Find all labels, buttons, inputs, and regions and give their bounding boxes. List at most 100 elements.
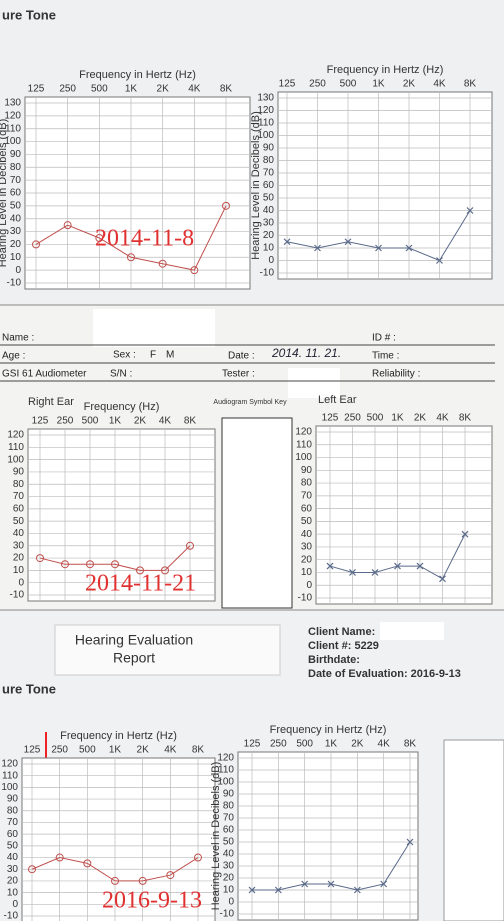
label: Client Name: [308,626,375,638]
handwritten-date: 2014. 11. 21. [271,346,341,360]
y-tick-label: 110 [5,123,21,134]
y-tick-label: 30 [223,861,235,872]
x-tick-label: 250 [270,739,287,750]
marker [166,871,175,880]
x-tick-label: 500 [367,413,384,424]
redaction [288,368,340,398]
y-tick-label: 0 [228,897,234,908]
x-tick-label: 1K [372,79,385,90]
y-tick-label: 20 [301,554,313,565]
y-tick-label: -10 [298,593,313,604]
y-tick-label: 110 [296,439,312,450]
y-tick-label: 0 [12,899,18,910]
label: GSI 61 Audiometer [2,369,87,380]
marker [194,853,202,862]
marker [344,238,352,246]
marker [55,853,64,862]
x-tick-label: 125 [32,416,49,427]
y-tick-label: 60 [7,829,19,840]
x-tick-label: 1K [125,84,138,95]
y-tick-label: 120 [217,753,234,764]
marker [353,886,361,894]
plot-area [27,428,216,602]
marker [32,240,40,249]
y-tick-label: 50 [10,200,22,211]
x-tick-label: 1K [325,739,338,750]
y-tick-label: 90 [7,794,19,805]
y-tick-label: 20 [10,239,22,250]
label: Sex : [113,350,136,361]
marker [86,560,94,569]
y-tick-label: 120 [295,427,312,438]
y-tick-label: 60 [13,503,25,514]
marker [327,880,335,888]
label: F [150,350,156,361]
label: Name : [2,333,34,344]
x-tick-label: 2K [157,84,170,95]
y-tick-label: 40 [10,213,22,224]
marker [83,859,92,868]
y-tick-label: -10 [220,909,235,920]
annotation: 2014-11-8 [95,226,194,252]
y-tick-label: 70 [223,813,235,824]
y-tick-label: -10 [260,268,275,279]
y-tick-label: 130 [257,93,274,104]
y-tick-label: 30 [13,540,25,551]
x-tick-label: 8K [464,79,477,90]
label: Birthdate: [308,654,360,666]
heading: ure Tone [2,7,56,22]
y-tick-label: 50 [301,516,313,527]
label: Reliability : [372,369,420,380]
y-tick-label: 60 [263,180,275,191]
x-tick-label: 250 [344,413,361,424]
marker [314,244,321,252]
y-tick-label: 70 [10,175,22,186]
y-tick-label: 80 [7,805,19,816]
y-tick-label: 130 [4,98,21,109]
y-tick-label: 60 [301,503,313,514]
label: Tester : [222,369,255,380]
x-tick-label: 4K [378,739,391,750]
y-tick-label: 20 [13,553,25,564]
y-tick-label: 80 [301,478,313,489]
x-tick-label: 2K [134,416,147,427]
y-tick-label: 120 [257,105,274,116]
y-tick-label: 40 [301,529,313,540]
y-tick-label: 40 [223,849,235,860]
marker [158,259,167,268]
marker [301,880,309,888]
y-tick-label: 30 [10,226,22,237]
x-tick-label: 1K [109,416,122,427]
y-tick-label: 30 [263,218,275,229]
y-axis-label: Hearing Level in Decibels (dB) [250,111,262,260]
y-tick-label: 70 [7,817,19,828]
x-tick-label: 500 [296,739,313,750]
report-title: Report [113,650,155,666]
label: Time : [372,351,399,362]
y-tick-label: 10 [223,885,235,896]
marker [222,201,230,210]
marker [36,554,44,563]
series-line [31,857,199,882]
x-tick-label: 8K [404,739,417,750]
chart-title: Frequency in Hertz (Hz) [327,64,444,76]
y-tick-label: 100 [1,782,18,793]
y-tick-label: 110 [2,770,18,781]
y-axis-label: Hearing Level in Decibels (dB) [0,119,9,268]
marker [461,530,469,538]
report-box [54,624,281,676]
label: S/N : [110,369,132,380]
y-tick-label: -10 [10,590,25,601]
x-tick-label: 2K [403,79,416,90]
label: M [166,350,174,361]
marker [248,886,256,894]
label: ID # : [372,333,396,344]
marker [283,238,291,246]
y-tick-label: 100 [217,777,234,788]
label: Date : [228,351,255,362]
x-tick-label: 125 [322,413,339,424]
y-tick-label: 100 [257,130,274,141]
x-tick-label: 125 [279,79,296,90]
